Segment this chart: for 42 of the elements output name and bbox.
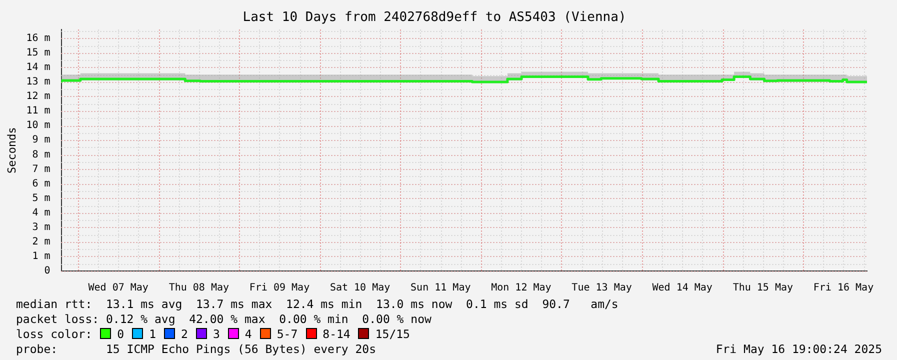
x-tick-label: Mon 12 May: [491, 282, 552, 294]
y-tick-label: 13 m: [26, 76, 50, 88]
text: loss color:: [16, 327, 92, 341]
y-tick-label: 7 m: [32, 164, 50, 175]
y-tick-label: 5 m: [32, 192, 50, 204]
y-tick-label: 3 m: [32, 222, 50, 233]
text: 2: [181, 327, 188, 341]
y-tick-label: 6 m: [32, 178, 50, 190]
y-tick-label: 16 m: [26, 32, 50, 44]
x-tick-label: Sat 10 May: [330, 282, 390, 294]
text: 3: [212, 327, 220, 341]
y-axis-title: Seconds: [5, 127, 18, 174]
y-tick-label: 2 m: [32, 236, 50, 248]
text: 0: [117, 327, 124, 341]
y-tick-label: 8 m: [32, 149, 50, 160]
x-tick-label: Thu 15 May: [732, 282, 794, 294]
text: 8-14: [322, 327, 350, 341]
x-tick-label: Wed 14 May: [652, 282, 712, 294]
x-tick-label: Fri 09 May: [249, 282, 310, 294]
y-tick-label: 10 m: [26, 120, 50, 132]
x-tick-label: Tue 13 May: [572, 282, 632, 294]
text: 4: [244, 327, 252, 341]
text: 15/15: [375, 327, 410, 341]
x-tick-label: Wed 07 May: [88, 282, 148, 294]
y-tick-label: 4 m: [32, 207, 50, 218]
y-tick-label: 1 m: [32, 251, 50, 262]
y-tick-label: 0: [44, 266, 50, 277]
text: 5-7: [276, 327, 298, 341]
text: median rtt: 13.1 ms avg 13.7 ms max 12.4 ms min 13.0 ms now 0.1 ms sd 90.7 am/s: [16, 297, 618, 311]
y-tick-label: 14 m: [26, 62, 50, 74]
text: Fri May 16 19:00:24 2025: [716, 342, 882, 357]
y-tick-label: 9 m: [32, 134, 50, 146]
text: packet loss: 0.12 % avg 42.00 % max 0.00 % min 0.00 % now: [16, 312, 432, 326]
y-tick-label: 12 m: [26, 91, 50, 102]
x-tick-label: Fri 16 May: [813, 282, 874, 294]
x-tick-label: Sun 11 May: [410, 282, 471, 294]
y-tick-label: 11 m: [26, 106, 50, 117]
text: probe: 15 ICMP Echo Pings (56 Bytes) every 20s: [16, 342, 376, 356]
x-tick-label: Thu 08 May: [168, 282, 230, 294]
chart-title: Last 10 Days from 2402768d9eff to AS5403 (Vienna): [242, 10, 626, 26]
y-tick-label: 15 m: [26, 47, 50, 58]
text: 1: [149, 327, 156, 341]
